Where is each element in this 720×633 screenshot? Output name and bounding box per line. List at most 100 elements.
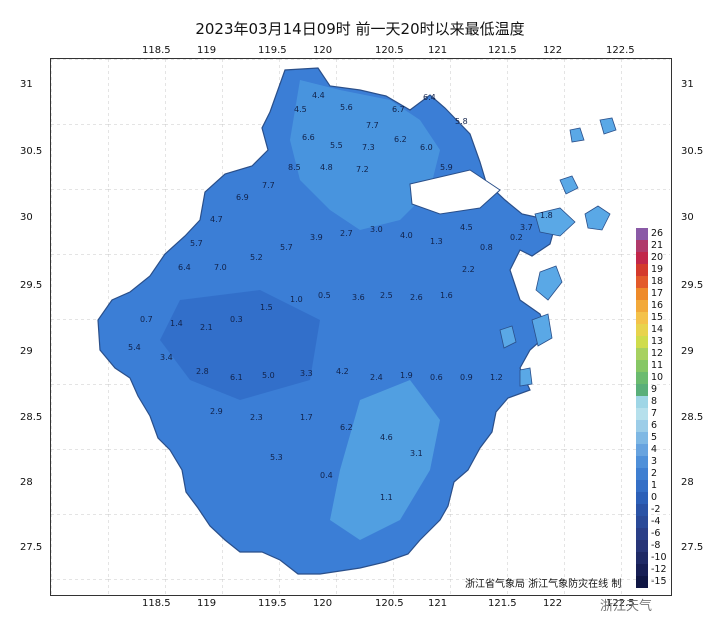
station-value: 6.9 <box>236 193 249 202</box>
x-tick-top: 119.5 <box>258 45 287 56</box>
legend-label: 13 <box>651 336 664 347</box>
station-value: 5.0 <box>262 371 275 380</box>
station-value: 1.7 <box>300 413 313 422</box>
offshore-islands <box>499 117 617 387</box>
station-value: 3.4 <box>160 353 173 362</box>
map-title: 2023年03月14日09时 前一天20时以来最低温度 <box>195 20 525 38</box>
legend-label: 14 <box>651 324 664 335</box>
station-value: 7.7 <box>262 181 275 190</box>
station-value: 3.6 <box>352 293 365 302</box>
legend-swatch <box>636 504 648 516</box>
station-value: 1.3 <box>430 237 443 246</box>
legend-label: 19 <box>651 264 664 275</box>
hangzhou-bay <box>409 169 501 215</box>
legend-label: -12 <box>651 564 667 575</box>
legend-label: 6 <box>651 420 658 431</box>
legend-label: 20 <box>651 252 664 263</box>
legend-swatch <box>636 384 648 396</box>
y-tick-right: 28 <box>681 477 694 488</box>
station-value: 3.3 <box>300 369 313 378</box>
warmer-region <box>290 80 440 230</box>
station-value: 6.2 <box>340 423 353 432</box>
x-tick-bottom: 121 <box>428 598 448 609</box>
x-tick-top: 122 <box>543 45 563 56</box>
station-value: 4.5 <box>460 223 473 232</box>
legend-label: 7 <box>651 408 658 419</box>
station-value: 5.4 <box>128 343 141 352</box>
legend-label: -15 <box>651 576 667 587</box>
legend-swatch <box>636 528 648 540</box>
station-value: 3.1 <box>410 449 423 458</box>
y-tick-right: 27.5 <box>681 542 704 553</box>
legend-swatch <box>636 432 648 444</box>
legend-label: 16 <box>651 300 664 311</box>
station-value: 5.5 <box>330 141 343 150</box>
legend-swatch <box>636 468 648 480</box>
station-value: 2.4 <box>370 373 383 382</box>
legend-label: 26 <box>651 228 664 239</box>
legend-swatch <box>636 336 648 348</box>
legend-swatch <box>636 492 648 504</box>
legend-swatch <box>636 516 648 528</box>
legend-swatch <box>636 264 648 276</box>
station-value: 2.9 <box>210 407 223 416</box>
x-tick-bottom: 119 <box>197 598 217 609</box>
station-value: 1.1 <box>380 493 393 502</box>
x-tick-bottom: 118.5 <box>142 598 171 609</box>
station-value: 6.6 <box>302 133 315 142</box>
x-tick-bottom: 119.5 <box>258 598 287 609</box>
x-tick-bottom: 120.5 <box>375 598 404 609</box>
station-value: 0.8 <box>480 243 493 252</box>
x-tick-top: 121.5 <box>488 45 517 56</box>
station-value: 2.2 <box>462 265 475 274</box>
x-tick-bottom: 120 <box>313 598 333 609</box>
station-value: 7.0 <box>214 263 227 272</box>
station-value: 8.5 <box>288 163 301 172</box>
station-value: 6.1 <box>230 373 243 382</box>
station-value: 3.9 <box>310 233 323 242</box>
station-value: 4.2 <box>336 367 349 376</box>
station-value: 3.0 <box>370 225 383 234</box>
station-value: 1.2 <box>490 373 503 382</box>
station-value: 7.3 <box>362 143 375 152</box>
x-tick-top: 118.5 <box>142 45 171 56</box>
station-value: 1.4 <box>170 319 183 328</box>
station-value: 2.8 <box>196 367 209 376</box>
station-value: 6.2 <box>394 135 407 144</box>
station-value: 4.6 <box>380 433 393 442</box>
y-tick-left: 29.5 <box>20 280 43 291</box>
x-tick-top: 121 <box>428 45 448 56</box>
y-tick-right: 28.5 <box>681 412 704 423</box>
legend-label: 11 <box>651 360 664 371</box>
legend-label: -10 <box>651 552 667 563</box>
legend-label: 2 <box>651 468 658 479</box>
station-value: 6.4 <box>178 263 191 272</box>
station-value: 2.6 <box>410 293 423 302</box>
station-value: 6.4 <box>423 93 436 102</box>
station-value: 2.7 <box>340 229 353 238</box>
legend-label: 21 <box>651 240 664 251</box>
station-value: 5.2 <box>250 253 263 262</box>
station-value: 0.9 <box>460 373 473 382</box>
station-value: 6.0 <box>420 143 433 152</box>
legend-swatch <box>636 420 648 432</box>
legend-label: 12 <box>651 348 664 359</box>
legend-label: 3 <box>651 456 658 467</box>
y-tick-left: 28 <box>20 477 33 488</box>
legend-label: 4 <box>651 444 658 455</box>
legend-swatch <box>636 312 648 324</box>
legend-swatch <box>636 564 648 576</box>
legend-label: 18 <box>651 276 664 287</box>
legend-swatch <box>636 252 648 264</box>
station-value: 7.2 <box>356 165 369 174</box>
station-value: 5.6 <box>340 103 353 112</box>
y-tick-right: 29 <box>681 346 694 357</box>
y-tick-left: 27.5 <box>20 542 43 553</box>
legend-swatch <box>636 444 648 456</box>
legend-swatch <box>636 288 648 300</box>
station-value: 1.5 <box>260 303 273 312</box>
legend-swatch <box>636 408 648 420</box>
legend-swatch <box>636 240 648 252</box>
legend-swatch <box>636 552 648 564</box>
station-value: 2.3 <box>250 413 263 422</box>
